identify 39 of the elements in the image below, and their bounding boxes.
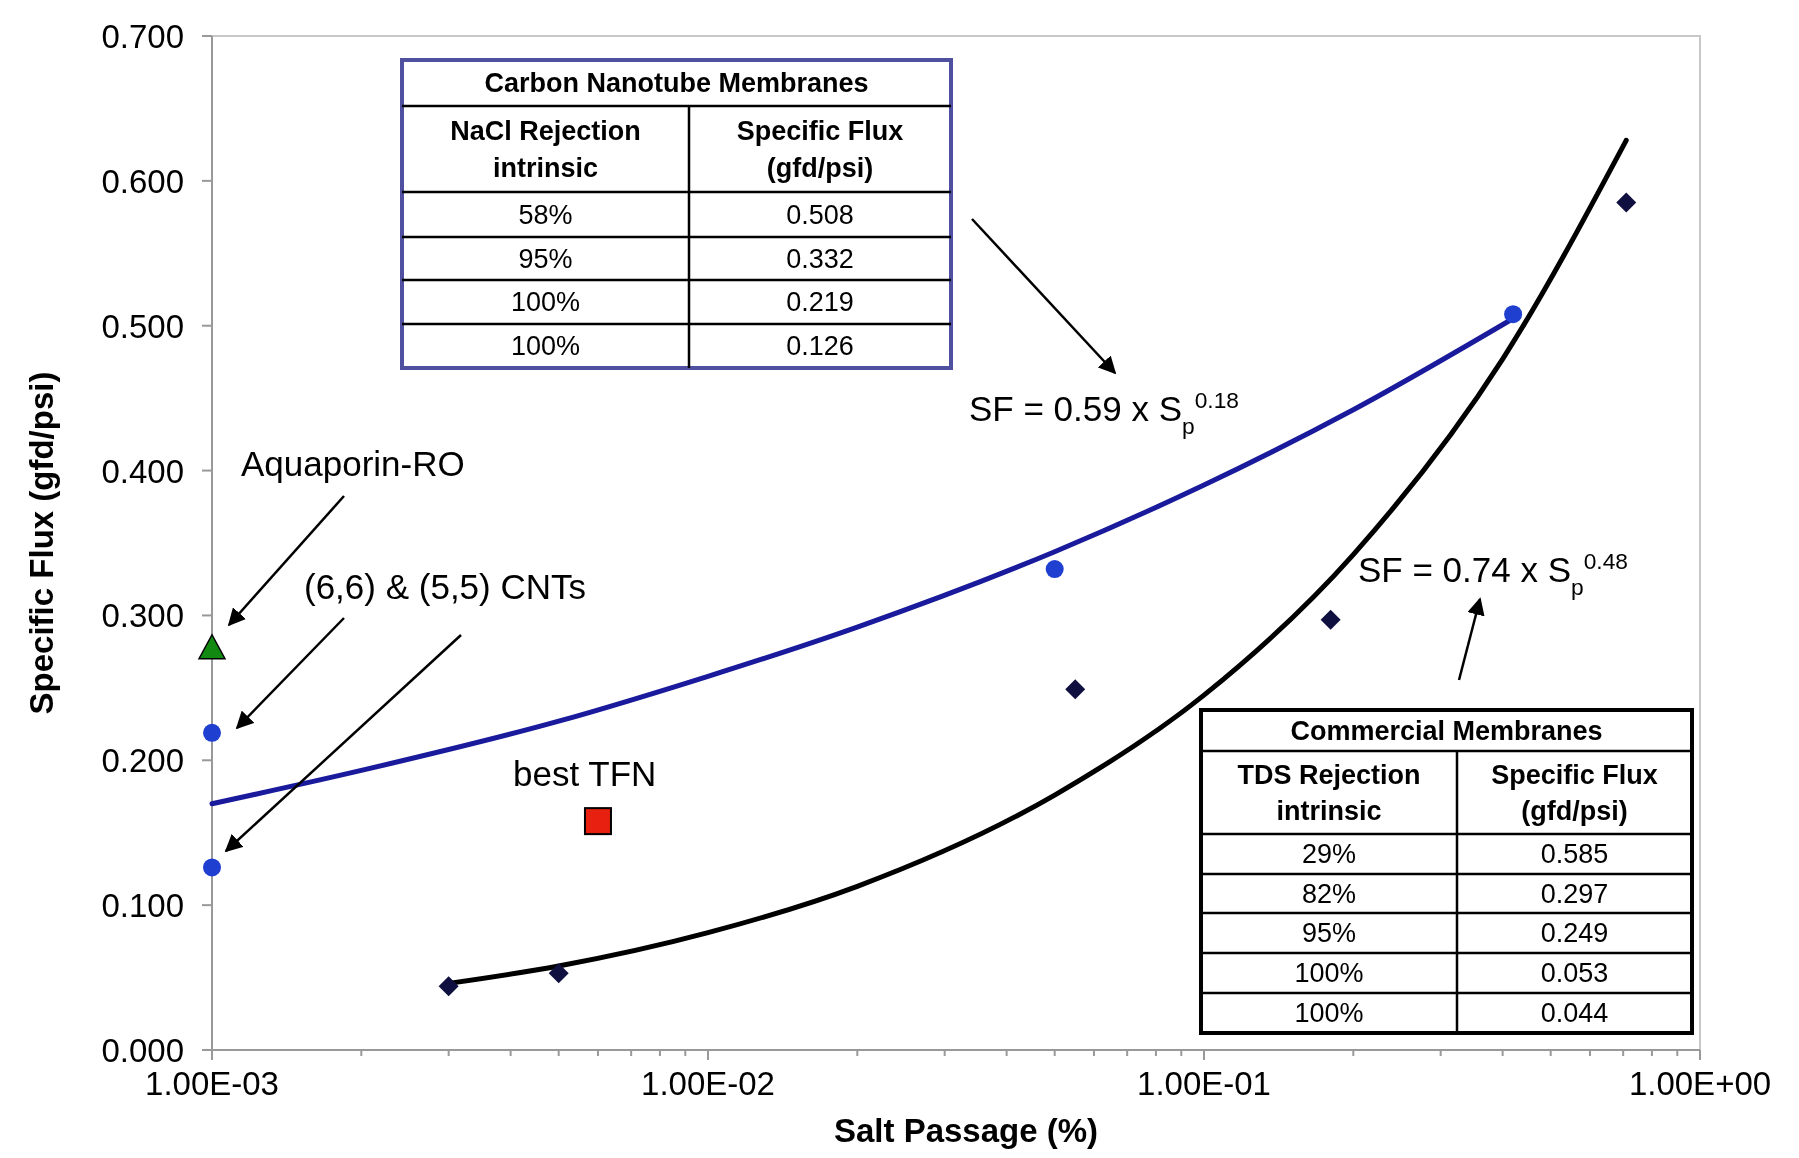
annotation: 0.044	[1540, 998, 1609, 1029]
x-tick-label: 1.00E-01	[1137, 1065, 1271, 1102]
annotation: NaCl Rejection intrinsic	[450, 116, 641, 183]
x-tick-label: 1.00E-02	[641, 1065, 775, 1102]
annotation: 0.332	[786, 243, 854, 274]
annotation: 0.508	[786, 199, 854, 230]
annotation: (6,6) & (5,5) CNTs	[304, 567, 586, 606]
y-tick-label: 0.700	[101, 18, 184, 55]
y-tick-label: 0.400	[101, 452, 184, 490]
annotation: 100%	[1294, 958, 1364, 989]
y-tick-label: 0.300	[101, 597, 184, 635]
annotation: 29%	[1301, 839, 1357, 870]
annotation: Aquaporin-RO	[241, 444, 465, 483]
annotation: 100%	[510, 287, 581, 318]
annotation: 95%	[1301, 918, 1357, 949]
annotation: 0.219	[786, 287, 854, 318]
x-axis-title: Salt Passage (%)	[833, 1112, 1099, 1149]
annotation: TDS Rejection intrinsic	[1237, 759, 1421, 827]
annotation: 58%	[518, 199, 573, 230]
annotation: 0.585	[1540, 839, 1609, 870]
annotation: best TFN	[513, 754, 657, 793]
annotation: Specific Flux (gfd/psi)	[736, 116, 904, 183]
y-axis-title: Specific Flux (gfd/psi)	[23, 371, 60, 715]
annotation: Specific Flux (gfd/psi)	[1491, 759, 1658, 827]
annotation: Carbon Nanotube Membranes	[484, 68, 869, 99]
annotation: 100%	[1294, 998, 1364, 1029]
annotation: 0.126	[786, 331, 854, 362]
annotation: Commercial Membranes	[1290, 715, 1603, 746]
y-tick-label: 0.500	[101, 307, 184, 345]
annotation: 100%	[510, 331, 581, 362]
y-tick-label: 0.100	[101, 887, 184, 925]
x-tick-label: 1.00E+00	[1628, 1065, 1772, 1102]
annotation: 82%	[1301, 878, 1357, 909]
annotation: 0.249	[1540, 918, 1609, 949]
annotation: 0.297	[1540, 878, 1609, 909]
y-tick-label: 0.200	[101, 742, 184, 780]
annotation: 95%	[518, 243, 573, 274]
y-tick-label: 0.600	[101, 162, 184, 200]
annotation: 0.053	[1540, 958, 1609, 989]
